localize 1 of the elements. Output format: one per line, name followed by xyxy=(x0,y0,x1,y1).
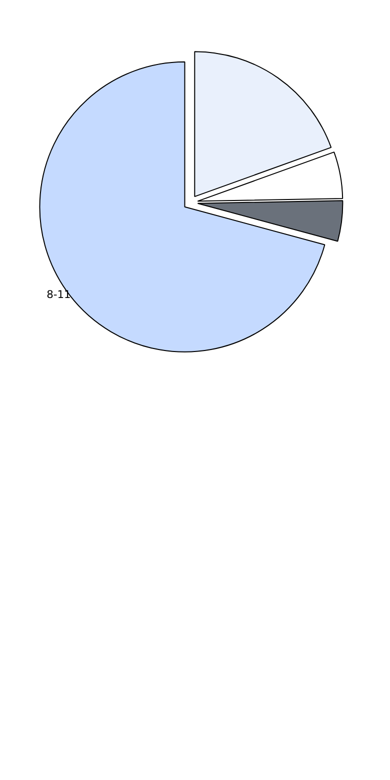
slice-label: 8-11 xyxy=(46,288,71,302)
